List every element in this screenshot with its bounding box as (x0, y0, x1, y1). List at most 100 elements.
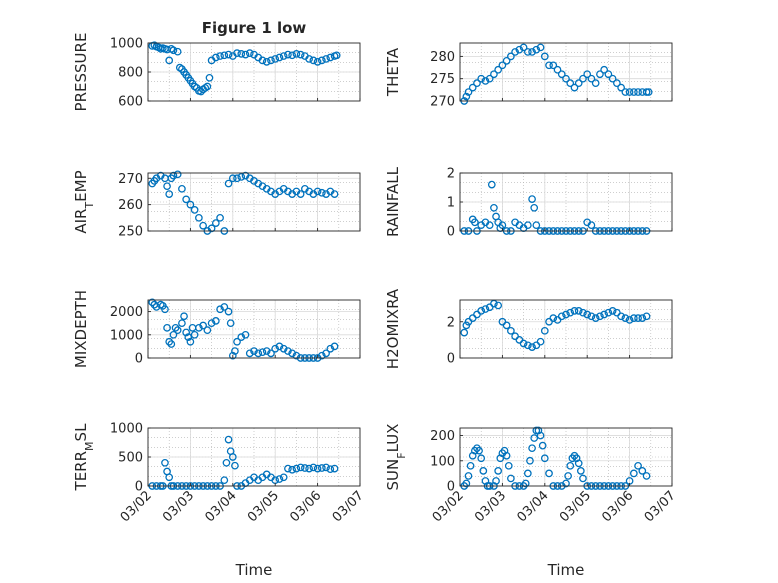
data-point (173, 326, 182, 335)
data-point (642, 472, 651, 480)
data-point (271, 55, 280, 63)
data-point (462, 479, 471, 488)
data-point (220, 476, 229, 485)
data-point (587, 221, 596, 230)
data-point (305, 464, 313, 473)
data-point (523, 48, 532, 56)
data-point (186, 337, 195, 346)
axes-h2omixra: 0 2 H2OMIXRA (384, 288, 673, 369)
data-point (564, 472, 572, 480)
data-point (296, 463, 305, 472)
data-point (490, 70, 498, 79)
data-point (470, 218, 479, 227)
data-point (195, 323, 203, 332)
data-point (523, 221, 532, 230)
data-point (579, 474, 587, 483)
x-tick-label: 03/03 (472, 488, 509, 525)
data-point (519, 43, 528, 52)
data-point (562, 310, 570, 319)
x-tick-label: 03/06 (599, 488, 636, 525)
x-axis-label: Time (547, 561, 585, 579)
data-point (301, 464, 309, 472)
data-point (557, 70, 566, 79)
axes-theta: 270 275 280 THETA (384, 42, 673, 110)
data-point (228, 174, 237, 183)
data-point (309, 56, 318, 65)
data-point (161, 458, 169, 467)
data-point (171, 323, 180, 332)
data-point (284, 464, 292, 473)
y-tick-label: 100 (430, 454, 455, 469)
data-point (292, 50, 301, 58)
axes-rainfall: 0 1 2 RAINFALL (384, 166, 673, 240)
data-point (481, 77, 490, 85)
data-point (530, 203, 539, 212)
data-point (498, 61, 507, 70)
y-tick-label: 600 (118, 95, 143, 110)
data-point (207, 224, 216, 233)
data-point (237, 50, 246, 58)
data-point (600, 310, 609, 319)
data-point (477, 454, 486, 463)
data-point (326, 465, 335, 474)
data-point (322, 463, 330, 472)
x-tick-label: 03/07 (642, 488, 679, 525)
data-point (530, 434, 539, 442)
data-point (199, 321, 207, 330)
data-point (528, 195, 536, 203)
data-point (608, 307, 617, 315)
data-point (521, 479, 530, 488)
chart-title: Figure 1 low (202, 19, 307, 37)
x-tick-label: 03/05 (557, 488, 594, 525)
y-axis-label: SUNFLUX (384, 424, 408, 491)
data-point (613, 79, 621, 88)
data-point (207, 319, 216, 328)
data-point (570, 83, 579, 92)
data-point (226, 319, 235, 328)
data-point (504, 461, 513, 470)
data-point (161, 305, 169, 314)
data-point (169, 330, 178, 339)
data-point (224, 50, 233, 59)
data-point (629, 88, 638, 96)
data-point (241, 330, 250, 339)
data-point (309, 463, 318, 472)
data-point (165, 190, 174, 198)
data-point (330, 190, 339, 198)
data-point (165, 473, 174, 482)
data-point (507, 326, 515, 335)
data-point (536, 43, 545, 52)
y-tick-label: 275 (430, 72, 455, 87)
data-point (284, 50, 292, 59)
data-point (502, 451, 511, 460)
y-tick-label: 0 (447, 225, 455, 240)
data-point (199, 221, 207, 230)
x-tick-label: 03/05 (245, 488, 282, 525)
x-tick-label: 03/03 (160, 488, 197, 525)
data-point (288, 465, 297, 474)
data-point (604, 308, 613, 317)
data-point (245, 349, 254, 358)
data-point (228, 351, 237, 360)
data-point (638, 314, 647, 322)
y-tick-label: 270 (430, 95, 455, 110)
data-point (462, 92, 471, 101)
data-point (231, 347, 239, 355)
y-tick-label: 200 (430, 429, 455, 444)
data-point (279, 52, 288, 60)
data-point (528, 343, 536, 351)
data-point (507, 52, 515, 61)
data-point (481, 305, 490, 313)
data-point (502, 321, 511, 330)
data-point (487, 180, 496, 189)
data-point (468, 83, 477, 92)
data-point (528, 48, 536, 56)
data-point (224, 307, 233, 316)
y-tick-label: 1 (447, 196, 455, 211)
y-axis-label: THETA (384, 47, 402, 97)
y-tick-label: 1000 (110, 422, 143, 437)
data-point (629, 469, 638, 478)
data-point (574, 307, 583, 315)
